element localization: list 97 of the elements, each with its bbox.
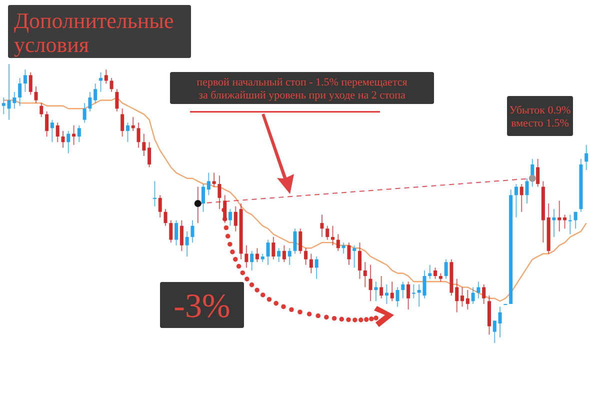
candlestick: [223, 194, 227, 224]
candlestick: [23, 69, 27, 92]
candlestick: [272, 236, 276, 260]
candlestick: [228, 208, 232, 226]
candlestick: [28, 72, 32, 96]
candlestick: [142, 133, 146, 157]
candlestick: [282, 244, 286, 263]
candlestick: [558, 200, 562, 232]
candlestick: [347, 242, 351, 266]
candlestick: [190, 220, 194, 244]
candlestick: [72, 124, 76, 146]
candlestick: [255, 248, 259, 263]
candlestick: [82, 102, 86, 124]
candlestick: [202, 183, 206, 212]
candlestick: [514, 183, 518, 218]
candlestick: [50, 119, 54, 143]
candlestick: [94, 83, 98, 104]
chart-title: Дополнительные условия: [14, 8, 174, 57]
candlestick: [250, 250, 254, 271]
candlestick: [45, 110, 49, 138]
candlestick: [34, 86, 38, 104]
candlestick: [363, 262, 367, 288]
candlestick: [525, 178, 529, 204]
candlestick: [563, 214, 567, 230]
candlestick: [460, 286, 464, 308]
candlestick: [568, 214, 572, 235]
candlestick: [368, 264, 372, 302]
candlestick: [320, 214, 324, 238]
candlestick: [218, 175, 222, 210]
candlestick: [66, 130, 70, 154]
candlestick: [536, 158, 540, 188]
candlestick: [212, 172, 216, 188]
candlestick: [476, 281, 480, 299]
candlestick: [56, 122, 60, 143]
candlestick: [390, 281, 394, 302]
candlestick: [120, 108, 124, 138]
candlestick: [492, 320, 496, 344]
candlestick: [131, 116, 135, 132]
annotation: первой начальный стоп - 1.5% перемещается за ближайший уровень при уходе на 2 стопа: [196, 76, 408, 102]
candlestick: [380, 276, 384, 299]
candlestick: [158, 194, 162, 218]
candlestick: [77, 124, 81, 143]
candlestick: [61, 130, 65, 148]
candlestick: [115, 88, 119, 112]
candlestick: [110, 77, 114, 92]
candlestick: [174, 220, 178, 246]
candlestick: [309, 253, 313, 274]
candlestick: [428, 264, 432, 280]
candlestick: [336, 234, 340, 252]
candlestick: [406, 281, 410, 310]
annotation: -3%: [174, 288, 230, 325]
candlestick: [342, 242, 346, 254]
candlestick: [234, 206, 238, 232]
candlestick: [2, 96, 6, 115]
candlestick: [520, 183, 524, 212]
candlestick: [164, 208, 168, 226]
candlestick: [126, 122, 130, 143]
candlestick: [401, 281, 405, 299]
candlestick: [148, 142, 152, 168]
candlestick: [169, 220, 173, 244]
candlestick: [206, 172, 210, 196]
candlestick: [152, 180, 156, 207]
candlestick: [99, 72, 103, 92]
candlestick: [552, 208, 556, 238]
candlestick: [331, 225, 335, 246]
candlestick: [444, 258, 448, 280]
candlestick: [352, 244, 356, 268]
candlestick: [136, 122, 140, 148]
candlestick: [180, 220, 184, 252]
candlestick: [277, 248, 281, 263]
candlestick: [434, 267, 438, 280]
candlestick: [244, 244, 248, 268]
candlestick: [18, 77, 22, 106]
candlestick: [293, 228, 297, 254]
annotation: Убыток 0.9% вместо 1.5%: [509, 104, 571, 130]
candlestick: [40, 102, 44, 118]
candlestick: [455, 278, 459, 313]
candlestick: [384, 284, 388, 304]
candlestick: [584, 144, 588, 171]
candlestick: [482, 284, 486, 304]
candlestick: [314, 256, 318, 280]
candlestick: [498, 306, 502, 338]
candlestick: [266, 239, 270, 266]
candlestick: [326, 225, 330, 240]
candlestick: [288, 248, 292, 266]
candlestick: [466, 289, 470, 310]
candlestick: [104, 69, 108, 84]
candlestick: [412, 284, 416, 299]
candlestick: [185, 230, 189, 258]
candlestick: [298, 228, 302, 254]
candlestick: [396, 286, 400, 308]
candlestick: [358, 242, 362, 280]
candlestick: [471, 286, 475, 304]
candlestick: [304, 248, 308, 266]
candlestick: [88, 91, 92, 112]
candlestick: [374, 281, 378, 302]
candlestick: [574, 211, 578, 230]
